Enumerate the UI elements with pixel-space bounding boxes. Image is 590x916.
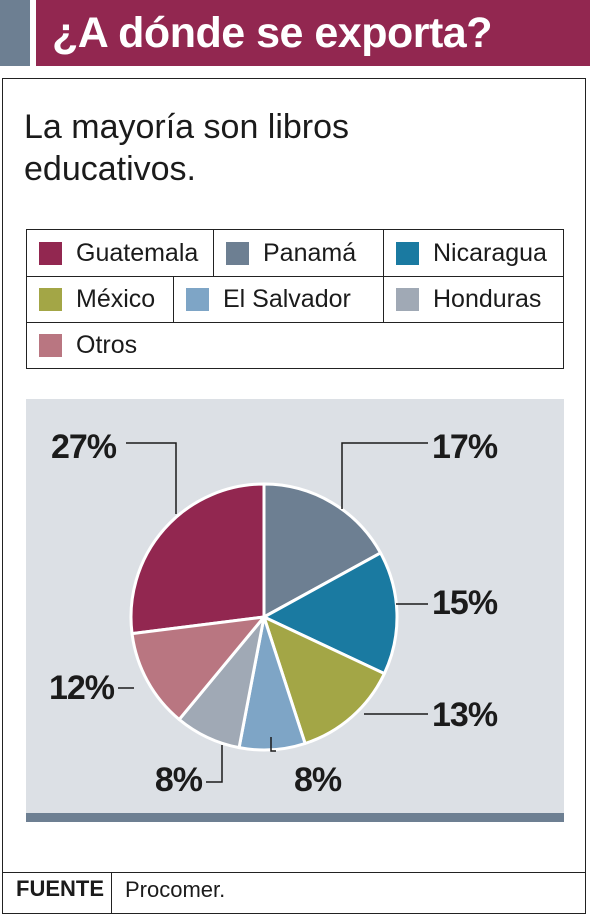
source-label: FUENTE: [16, 876, 104, 901]
legend-swatch-guatemala: [39, 241, 62, 265]
legend-label-nicaragua: Nicaragua: [433, 238, 547, 267]
legend: Guatemala Panamá Nicaragua México El Sal…: [26, 229, 564, 369]
legend-label-honduras: Honduras: [433, 285, 542, 313]
legend-item-guatemala: Guatemala: [26, 229, 214, 277]
data-label-nicaragua: 15%: [432, 584, 498, 622]
legend-item-otros: Otros: [26, 322, 564, 369]
pie-slice-nicaragua: [262, 551, 399, 676]
legend-item-nicaragua: Nicaragua: [383, 229, 564, 277]
pie-slice-mexico: [262, 615, 386, 745]
data-label-el-salvador: 8%: [294, 761, 342, 799]
legend-swatch-mexico: [39, 288, 62, 311]
pie-chart: 27% 17% 15% 13% 8% 8% 12%: [49, 428, 499, 799]
legend-swatch-el-salvador: [186, 288, 209, 311]
legend-item-honduras: Honduras: [383, 276, 564, 323]
header-bar: [36, 0, 590, 66]
legend-swatch-nicaragua: [396, 241, 419, 265]
pie-slice-otros: [130, 615, 266, 721]
footer-separator: [111, 873, 112, 913]
chart-bottom-rule: [26, 813, 564, 822]
subtitle: La mayoría son libros educativos.: [24, 108, 350, 188]
infographic-frame: [2, 78, 586, 914]
data-label-guatemala: 27%: [51, 428, 117, 466]
legend-label-el-salvador: El Salvador: [223, 285, 351, 313]
legend-swatch-otros: [39, 334, 62, 357]
header-accent-bar: [0, 0, 30, 66]
legend-item-mexico: México: [26, 276, 174, 323]
leader-line-el-salvador: [270, 737, 276, 752]
chart-panel: 27% 17% 15% 13% 8% 8% 12%: [26, 399, 564, 813]
legend-label-otros: Otros: [76, 331, 138, 359]
legend-item-panama: Panamá: [213, 229, 384, 277]
data-label-honduras: 8%: [155, 761, 203, 799]
legend-swatch-panama: [226, 241, 249, 265]
footer-divider: [2, 872, 586, 873]
data-label-panama: 17%: [432, 428, 498, 466]
source-value: Procomer.: [125, 877, 226, 902]
pie-slice-guatemala: [129, 482, 266, 636]
legend-item-el-salvador: El Salvador: [173, 276, 384, 323]
pie-slice-panama: [262, 482, 383, 619]
leader-line-guatemala: [126, 442, 177, 514]
header-title: ¿A dónde se exporta?: [52, 9, 492, 57]
leader-line-panama: [341, 442, 428, 509]
data-label-otros: 12%: [49, 669, 115, 707]
legend-label-panama: Panamá: [263, 238, 357, 267]
legend-label-guatemala: Guatemala: [76, 238, 199, 267]
leader-line-honduras: [206, 745, 223, 783]
data-label-mexico: 13%: [432, 696, 498, 734]
legend-swatch-honduras: [396, 288, 419, 311]
legend-label-mexico: México: [76, 285, 156, 313]
